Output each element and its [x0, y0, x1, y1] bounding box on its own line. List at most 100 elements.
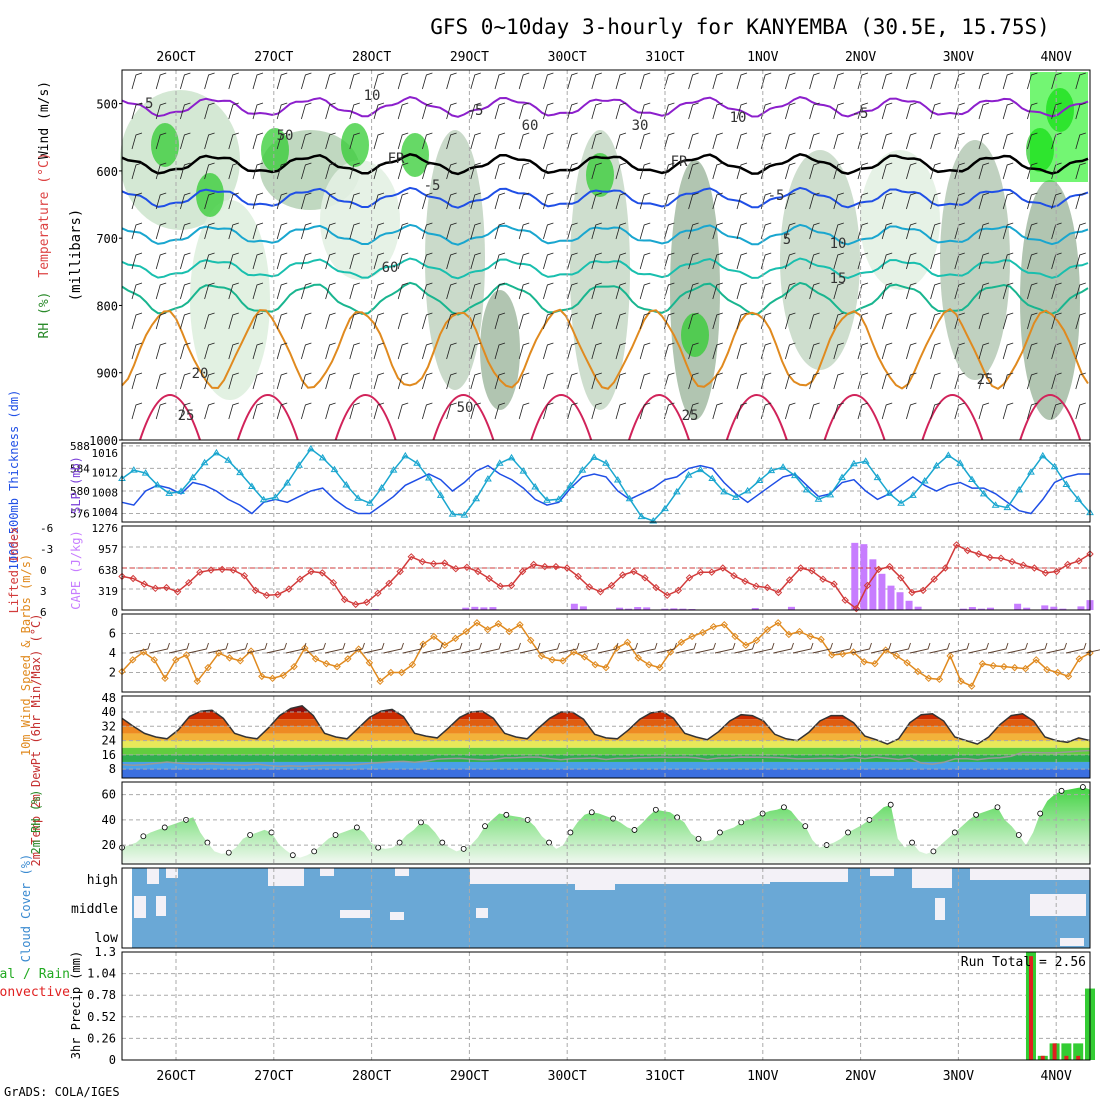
- wind-barb: [948, 642, 970, 654]
- wind-barb: [131, 282, 143, 300]
- wind-barb: [227, 642, 248, 654]
- lifted-index-cape-frame: [121, 525, 1091, 611]
- wind-barb: [325, 372, 336, 390]
- wind-barb: [129, 642, 151, 654]
- cape-bar: [896, 592, 904, 610]
- wind-barb: [1027, 312, 1038, 330]
- wind-barb: [857, 282, 869, 300]
- wind-barb: [155, 192, 167, 210]
- contour-label: 10: [830, 236, 847, 252]
- wind-speed-line-point: [462, 627, 470, 636]
- wind-barb: [1002, 192, 1014, 210]
- slp-line-point: [366, 499, 374, 506]
- wind-speed-line-point: [494, 620, 503, 628]
- wind-speed-line-point: [860, 658, 868, 666]
- wind-barb: [301, 72, 312, 90]
- wind-barb: [373, 252, 385, 270]
- wind-speed-line: [121, 621, 1091, 688]
- rh-axis-label: RH (%): [37, 292, 52, 339]
- lifted-index-line-point: [819, 575, 827, 583]
- wind-barb: [615, 252, 627, 270]
- slp-line-point: [224, 456, 233, 463]
- wind-barb: [494, 312, 506, 330]
- wind-barb: [833, 192, 844, 210]
- wind-barb: [470, 282, 481, 300]
- top-date-label: 4NOV: [1041, 50, 1072, 65]
- lifted-index-line-point: [863, 581, 872, 590]
- wind-barb: [373, 402, 385, 420]
- wind-barb: [180, 312, 191, 330]
- slp-line-point: [1062, 480, 1071, 487]
- lifted-index-line-point: [485, 574, 493, 583]
- wind-barb: [591, 282, 602, 300]
- slp-line-point: [413, 459, 422, 466]
- cape-bar: [787, 606, 795, 610]
- slp-line-point: [295, 461, 303, 468]
- wind-barb: [712, 162, 723, 180]
- slp-line-point: [1003, 503, 1012, 511]
- wind-barb: [252, 162, 264, 180]
- wind-barb: [639, 312, 651, 330]
- lifted-index-line-point: [529, 560, 538, 569]
- wind-barb: [567, 222, 578, 240]
- wind-barb: [349, 342, 360, 360]
- wind-barb: [1075, 132, 1086, 150]
- wind-barb: [204, 72, 215, 90]
- lifted-index-line-point: [440, 559, 449, 567]
- cape-bar: [634, 607, 642, 610]
- wind-barb: [968, 642, 989, 654]
- wind-speed-line-point: [344, 655, 352, 663]
- wind-barb: [615, 342, 627, 360]
- contour-label: 50: [277, 128, 294, 144]
- wind-speed-line-point: [204, 663, 212, 672]
- wind-barb: [1051, 102, 1062, 120]
- wind-speed-line-point: [354, 645, 363, 653]
- wind-barb: [591, 252, 602, 270]
- wind-barb: [639, 402, 651, 420]
- wind-barb: [736, 222, 748, 240]
- wind-barb: [397, 312, 409, 330]
- temp-band: [122, 733, 1090, 741]
- lifted-index-line-point: [307, 567, 315, 576]
- wind-barb: [204, 342, 215, 360]
- wind-barb: [591, 162, 602, 180]
- wind-barb: [228, 102, 239, 120]
- wind-barb: [688, 102, 699, 120]
- precip-total-legend: Total / Rain: [0, 967, 70, 982]
- wind-barb: [567, 372, 578, 390]
- wind-barb: [252, 282, 264, 300]
- wind-barb: [785, 282, 796, 300]
- wind-barb: [518, 102, 530, 120]
- wind-barb: [881, 192, 893, 210]
- wind-barb: [494, 372, 506, 390]
- wind-barb: [180, 342, 191, 360]
- wind-barb: [809, 282, 820, 300]
- wind-barb: [1027, 372, 1038, 390]
- slp-line-point: [401, 451, 410, 459]
- wind-barb: [929, 642, 950, 654]
- cloud-gap: [166, 868, 178, 878]
- top-date-label: 1NOV: [747, 50, 778, 65]
- cape-tick-label: 957: [98, 543, 118, 556]
- wind-barb: [591, 342, 602, 360]
- wind-barb: [363, 642, 385, 654]
- cape-axis-label: CAPE (J/kg): [69, 530, 83, 609]
- rh-point: [204, 839, 211, 846]
- wind-barb: [422, 102, 433, 120]
- wind-barb: [664, 342, 675, 360]
- rh-point: [951, 829, 958, 836]
- top-date-axis: 26OCT 27OCT 28OCT 29OCT 30OCT 31OCT 1NOV 2NOV 3N…: [156, 50, 1072, 65]
- cape-bar: [751, 608, 759, 610]
- slp-line-point: [153, 480, 162, 488]
- rh-point: [802, 823, 809, 830]
- slp-line-point: [790, 471, 799, 479]
- wind-barb: [688, 222, 699, 240]
- wind-barb: [712, 402, 723, 420]
- wind-barb: [1002, 252, 1014, 270]
- wind-barb: [518, 342, 530, 360]
- wind-barb: [155, 312, 167, 330]
- wind-barb: [543, 132, 554, 150]
- lifted-index-line-point: [685, 574, 694, 582]
- top-date-label: 29OCT: [450, 50, 489, 65]
